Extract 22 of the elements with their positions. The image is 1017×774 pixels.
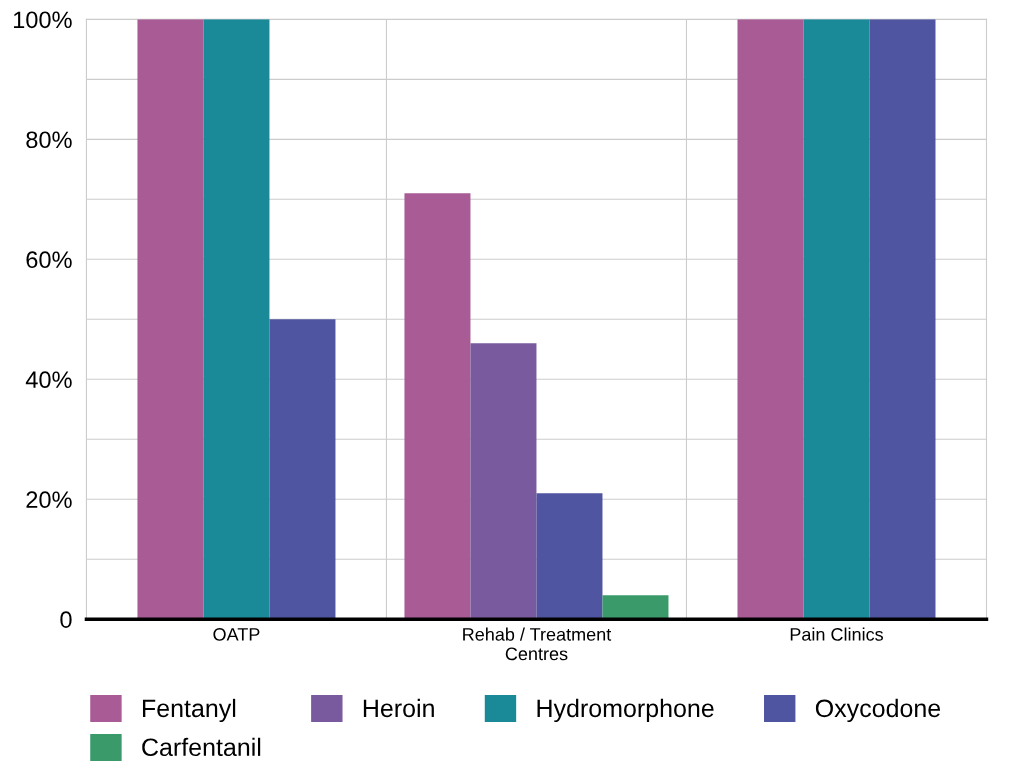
text: 0 (60, 611, 72, 628)
legend-label: Fentanyl (142, 698, 236, 723)
bar (203, 19, 270, 620)
bar (137, 19, 204, 620)
y-tick-label: 80% (26, 131, 72, 149)
y-tick-label: 100% (13, 11, 72, 29)
x-tick-label: OATP (213, 628, 260, 641)
legend-label: Carfentanil (142, 737, 261, 757)
bar (869, 19, 936, 620)
bar (737, 19, 804, 620)
legend-label: Heroin (363, 698, 434, 718)
legend-label: Hydromorphone (537, 698, 714, 723)
y-tick-label: 20% (26, 491, 72, 509)
x-tick-label: Pain Clinics (790, 627, 883, 641)
legend-label: Oxycodone (815, 698, 941, 723)
bar (470, 343, 537, 620)
bar (602, 595, 669, 620)
y-tick-label: 40% (25, 371, 72, 389)
x-tick-label: Rehab / Treatment Centres (463, 627, 612, 661)
bar (803, 19, 870, 620)
bar (269, 319, 336, 620)
y-tick-label: 60% (26, 251, 72, 269)
